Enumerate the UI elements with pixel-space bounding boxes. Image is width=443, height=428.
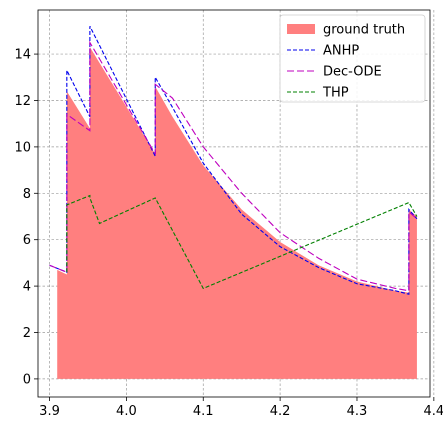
legend-box (279, 14, 426, 103)
series-thp-line (66, 194, 418, 290)
legend-swatch-ground-truth (287, 24, 315, 34)
series-dec-ode-line (49, 40, 418, 292)
y-tick-label: 2 (23, 326, 31, 341)
x-tick-label: 4.4 (423, 404, 443, 419)
legend-label: THP (322, 86, 349, 101)
x-tick-label: 4.1 (193, 404, 214, 419)
x-tick-label: 4.2 (270, 404, 291, 419)
y-tick-label: 12 (14, 94, 31, 109)
legend-label: ground truth (323, 23, 405, 38)
y-tick-label: 14 (14, 48, 31, 63)
legend-label: Dec-ODE (323, 65, 382, 80)
x-tick-label: 3.9 (39, 404, 60, 419)
y-tick-label: 10 (14, 140, 31, 155)
series-layer (49, 25, 418, 379)
series-anhp-line (49, 25, 418, 295)
y-tick-label: 0 (23, 372, 31, 387)
y-tick-label: 8 (23, 187, 31, 202)
y-tick-label: 6 (23, 233, 31, 248)
legend-label: ANHP (323, 44, 359, 59)
ticks: 3.9 4.0 4.1 4.2 4.3 4.4 0 2 4 6 8 10 12 14 (14, 48, 443, 419)
series-ground-truth-area (57, 47, 417, 379)
plot-frame (37, 9, 431, 398)
legend: ground truth ANHP Dec-ODE THP (279, 14, 426, 103)
x-tick-label: 4.0 (116, 404, 137, 419)
y-tick-label: 4 (23, 280, 31, 295)
x-tick-label: 4.3 (347, 404, 368, 419)
